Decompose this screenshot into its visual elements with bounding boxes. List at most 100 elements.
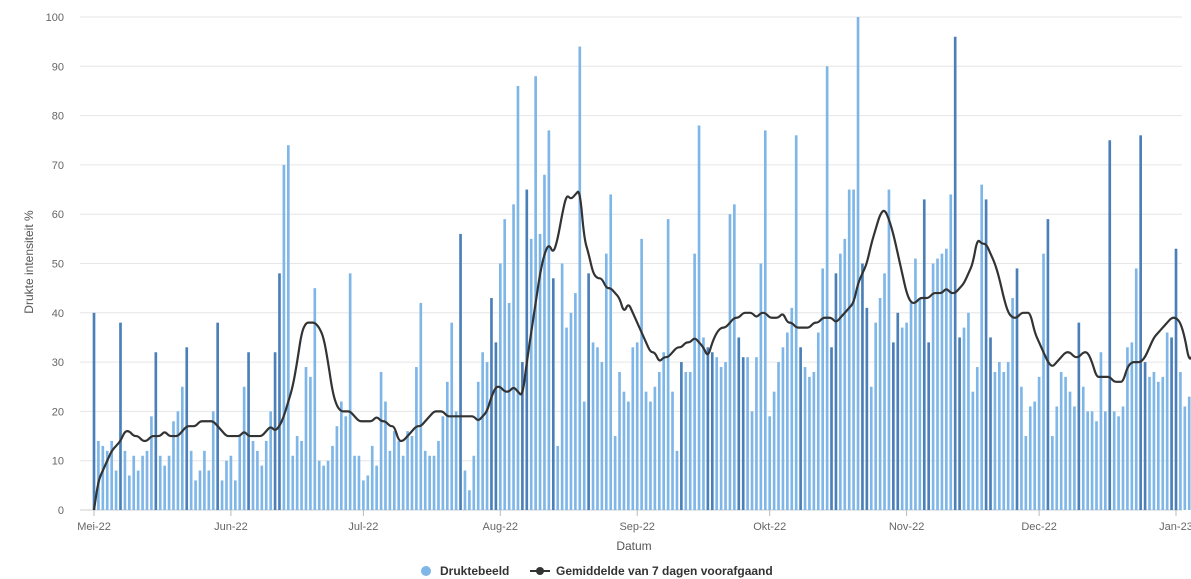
bar[interactable] [128,475,131,510]
bar[interactable] [653,386,657,510]
bar[interactable] [971,391,975,510]
bar[interactable] [472,455,476,510]
bar[interactable] [768,416,772,510]
bar[interactable] [737,337,741,510]
bar[interactable] [1161,376,1165,510]
bar[interactable] [980,184,984,510]
bar[interactable] [481,352,484,510]
bar[interactable] [1095,421,1098,510]
bar[interactable] [154,352,158,510]
bar[interactable] [278,273,281,510]
bar[interactable] [922,199,926,510]
bar[interactable] [622,391,626,510]
bar[interactable] [441,416,445,510]
bar[interactable] [989,337,992,510]
bar[interactable] [392,431,396,510]
bar[interactable] [945,248,948,510]
bar[interactable] [560,263,564,511]
bar[interactable] [463,470,467,510]
bar[interactable] [547,130,551,510]
bar[interactable] [684,371,688,510]
bar[interactable] [1183,406,1187,510]
bar[interactable] [110,440,113,510]
bar[interactable] [339,401,343,510]
bar[interactable] [1028,406,1032,510]
bar[interactable] [101,445,105,510]
bar[interactable] [141,455,144,510]
bar[interactable] [309,376,312,510]
bar[interactable] [459,233,462,511]
bar[interactable] [1011,298,1014,510]
bar[interactable] [313,288,317,510]
bar[interactable] [476,381,480,510]
bar[interactable] [105,450,109,510]
bar[interactable] [1179,371,1182,510]
bar[interactable] [750,411,754,510]
bar[interactable] [401,455,405,510]
bar[interactable] [1117,416,1120,510]
bar[interactable] [688,371,692,510]
bar[interactable] [591,342,595,510]
bar[interactable] [940,253,944,510]
bar[interactable] [1165,332,1169,510]
bar[interactable] [600,362,604,510]
bar[interactable] [958,337,961,510]
bar[interactable] [194,480,197,510]
bar[interactable] [428,455,431,510]
bar[interactable] [1059,371,1063,510]
bar[interactable] [503,219,507,510]
bar[interactable] [454,411,458,510]
bar[interactable] [693,253,696,510]
average-line[interactable] [92,190,1191,511]
bar[interactable] [697,125,701,511]
bar[interactable] [746,357,749,510]
bar[interactable] [335,426,339,510]
bar[interactable] [485,362,489,510]
bar[interactable] [1139,135,1142,510]
bar[interactable] [97,440,100,510]
bar[interactable] [1020,386,1023,510]
bar[interactable] [114,470,118,510]
bar[interactable] [1064,376,1067,510]
bar[interactable] [852,189,855,511]
bar[interactable] [150,416,153,510]
bar[interactable] [490,298,493,510]
bar[interactable] [834,273,838,510]
bar[interactable] [808,376,811,510]
bar[interactable] [578,46,582,510]
bar[interactable] [181,386,184,510]
bar[interactable] [1174,248,1178,510]
bar[interactable] [1104,411,1107,510]
bar[interactable] [198,470,202,510]
bar[interactable] [635,342,639,510]
bar[interactable] [565,327,568,510]
bar[interactable] [291,455,295,510]
bar[interactable] [203,450,206,510]
bar[interactable] [587,273,590,510]
bar[interactable] [949,194,953,511]
bar[interactable] [724,362,727,510]
bar[interactable] [529,238,533,510]
bar[interactable] [786,332,789,510]
bar[interactable] [878,298,882,510]
bar[interactable] [993,371,997,510]
bar[interactable] [317,460,321,510]
bar[interactable] [256,450,259,510]
bar[interactable] [353,455,356,510]
bar[interactable] [869,386,873,510]
bar[interactable] [715,357,719,510]
bar[interactable] [631,347,635,510]
bar[interactable] [322,465,325,510]
bar[interactable] [357,455,361,510]
bar[interactable] [1002,371,1006,510]
bar[interactable] [189,450,193,510]
bar[interactable] [918,298,922,510]
bar[interactable] [1081,386,1085,510]
bar[interactable] [883,273,886,510]
bar[interactable] [163,465,166,510]
bar[interactable] [300,440,303,510]
bar[interactable] [998,362,1001,510]
bar[interactable] [710,352,714,510]
bar[interactable] [1046,219,1050,510]
bar[interactable] [158,455,162,510]
